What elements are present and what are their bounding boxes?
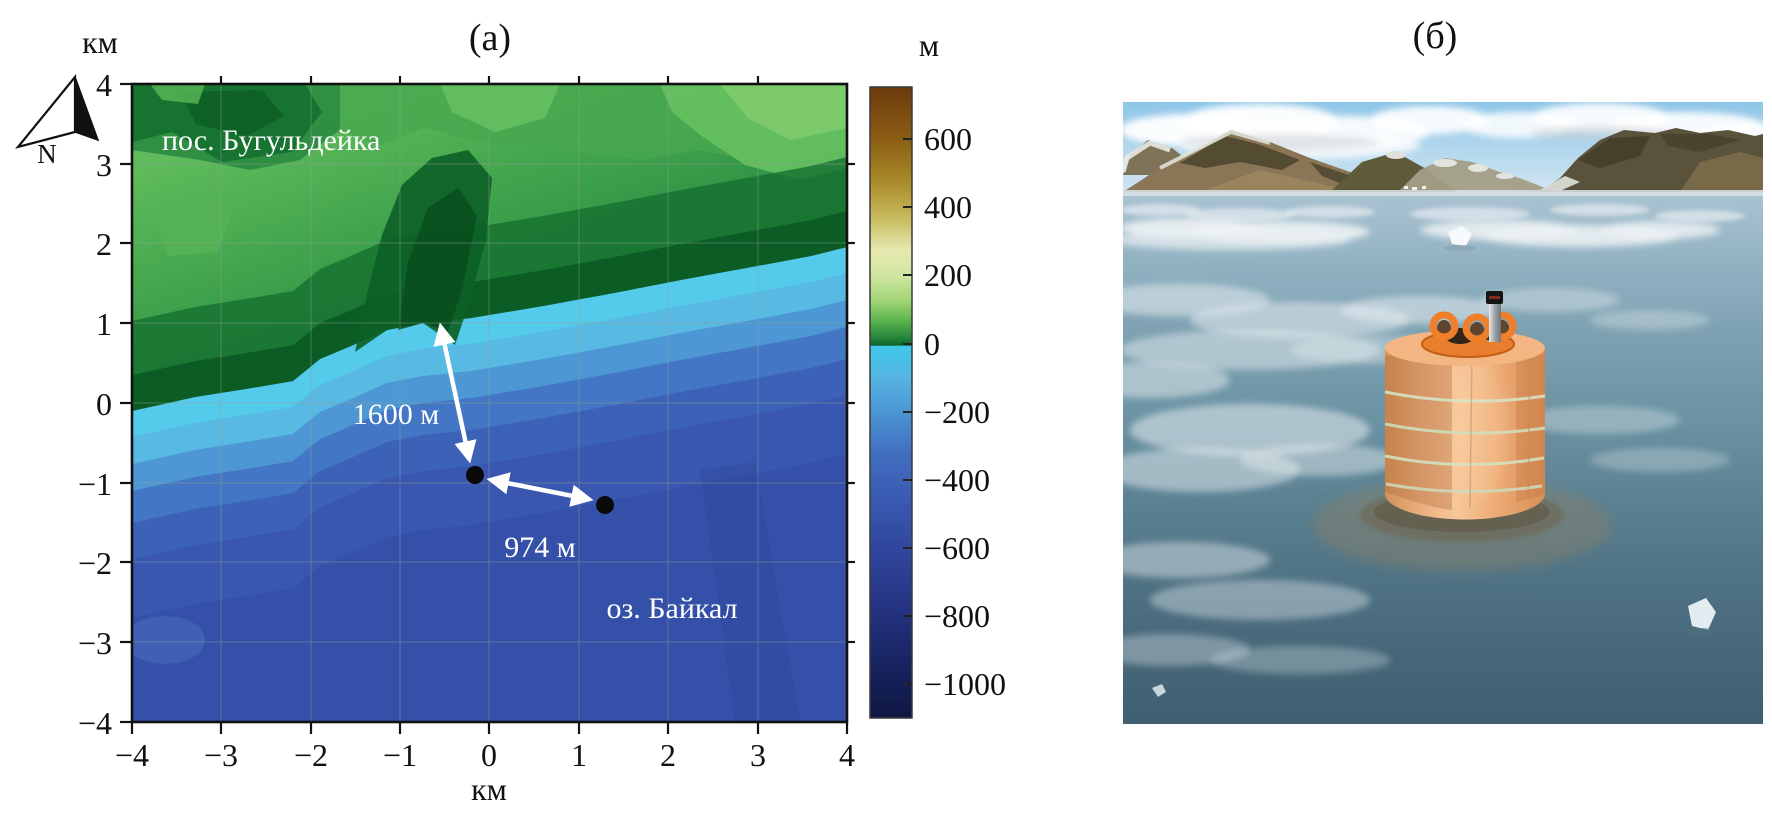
shore-ice-line: [1123, 190, 1763, 198]
x-tick: −4: [115, 737, 149, 773]
map-surface: пос. Бугульдейка оз. Байкал 1600 м 974 м: [132, 84, 847, 722]
colorbar-tick-labels: 600 400 200 0 −200 −400 −600 −800 −1000: [924, 121, 1006, 702]
north-arrow-icon: N: [15, 73, 100, 169]
distance-arrow-stations: [486, 472, 594, 507]
colorbar-tick: −800: [924, 598, 990, 634]
y-tick: −2: [78, 545, 112, 581]
colorbar: м 600 400 200 0 −200 −400 −600 −800 −100…: [869, 27, 1006, 719]
buoy-straps: [1384, 390, 1546, 494]
buoy-ring-1: [1429, 311, 1459, 341]
panel-b-title: (б): [1413, 15, 1458, 57]
x-tick: 3: [750, 737, 766, 773]
colorbar-tick: 600: [924, 121, 972, 157]
y-tick: 2: [96, 226, 112, 262]
panel-a: (a) км км N: [15, 17, 1006, 807]
x-tick: −1: [383, 737, 417, 773]
x-tick: −3: [204, 737, 238, 773]
colorbar-ticks: [903, 138, 912, 685]
distance-label-974: 974 м: [504, 531, 576, 564]
village-label: пос. Бугульдейка: [162, 124, 380, 157]
buoy: [1312, 291, 1612, 571]
colorbar-tick: 0: [924, 326, 940, 362]
distant-ridge: [1400, 158, 1552, 192]
y-tick: 1: [96, 306, 112, 342]
mountains: [1123, 128, 1763, 192]
x-tick: 1: [571, 737, 587, 773]
colorbar-tick: −200: [924, 394, 990, 430]
north-arrow-east-blade: [74, 76, 100, 142]
map-axes: 4 3 2 1 0 −1 −2 −3 −4 −4 −3 −2 −1 0 1 2 …: [78, 67, 855, 773]
colorbar-tick: 200: [924, 257, 972, 293]
x-tick: 4: [839, 737, 855, 773]
distance-label-1600: 1600 м: [353, 398, 440, 431]
axis-ticks: [120, 76, 855, 734]
north-arrow-west-blade: [15, 73, 77, 149]
x-tick-labels: −4 −3 −2 −1 0 1 2 3 4: [115, 737, 855, 773]
ice-shard-small: [1152, 684, 1166, 697]
map-annotations: пос. Бугульдейка оз. Байкал 1600 м 974 м: [162, 124, 738, 625]
y-tick: −1: [78, 466, 112, 502]
colorbar-tick: −400: [924, 462, 990, 498]
colorbar-tick: −1000: [924, 666, 1006, 702]
ice-chunk: [1448, 226, 1472, 246]
x-tick: −2: [294, 737, 328, 773]
station-marker-2: [596, 496, 614, 514]
coastal-dark-band: [132, 211, 847, 411]
colorbar-tick: −600: [924, 530, 990, 566]
y-tick-labels: 4 3 2 1 0 −1 −2 −3 −4: [78, 67, 112, 741]
colorbar-tick: 400: [924, 189, 972, 225]
north-label: N: [37, 139, 57, 169]
map-grid: [132, 84, 847, 722]
instrument-rod: [1489, 300, 1501, 342]
ice-shard: [1688, 598, 1716, 630]
y-tick: 4: [96, 67, 112, 103]
colorbar-unit-label: м: [919, 27, 939, 63]
land-area: [132, 84, 847, 411]
y-tick: 0: [96, 386, 112, 422]
x-axis-unit-label: км: [471, 771, 507, 807]
x-tick: 2: [660, 737, 676, 773]
lake-label: оз. Байкал: [606, 592, 737, 625]
panel-b: (б): [1123, 15, 1763, 724]
colorbar-gradient: [869, 86, 913, 719]
y-axis-unit-label: км: [82, 24, 118, 60]
station-marker-1: [466, 466, 484, 484]
distance-arrow-shore: [433, 322, 477, 464]
snow-patches: [1123, 218, 1720, 250]
panel-a-title: (a): [469, 17, 511, 59]
photo: [1123, 102, 1763, 724]
y-tick: −4: [78, 705, 112, 741]
x-tick: 0: [481, 737, 497, 773]
y-tick: 3: [96, 147, 112, 183]
upper-ice-floes: [1123, 204, 1745, 222]
y-tick: −3: [78, 625, 112, 661]
